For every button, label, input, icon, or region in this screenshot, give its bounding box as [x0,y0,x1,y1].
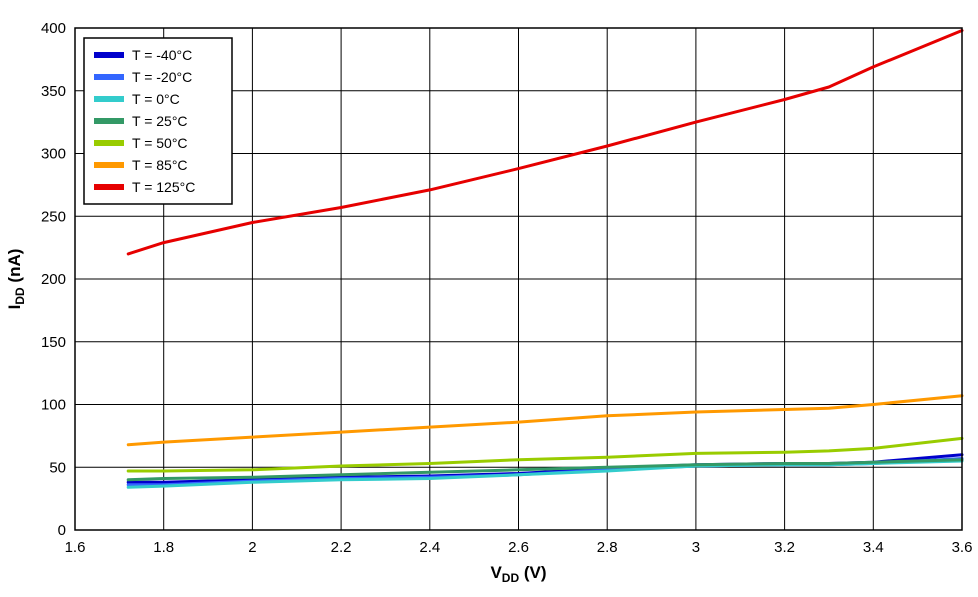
legend-label: T = 25°C [132,113,188,129]
legend-label: T = 85°C [132,157,188,173]
y-tick-label: 300 [41,146,66,163]
x-tick-label: 2 [248,539,256,556]
y-tick-label: 100 [41,397,66,414]
y-tick-label: 50 [49,459,66,476]
x-tick-label: 1.6 [65,539,86,556]
x-tick-label: 2.2 [331,539,352,556]
legend-item: T = 125°C [94,179,195,195]
legend-label: T = 125°C [132,179,195,195]
y-tick-label: 150 [41,334,66,351]
y-tick-label: 0 [58,522,66,539]
y-axis-title: IDD (nA) [5,249,27,310]
series-line-2 [126,459,964,489]
legend-item: T = 25°C [94,113,188,129]
y-tick-label: 200 [41,271,66,288]
x-tick-label: 3.2 [774,539,795,556]
x-tick-label: 2.6 [508,539,529,556]
legend-item: T = 50°C [94,135,188,151]
x-tick-label: 3.4 [863,539,884,556]
x-axis-title: VDD (V) [490,563,546,585]
series-line-5 [126,394,964,447]
series-line-6 [126,29,964,256]
legend-label: T = 50°C [132,135,188,151]
plot-border [74,27,963,531]
y-tick-label: 350 [41,83,66,100]
legend-item: T = 0°C [94,91,180,107]
y-tick-label: 400 [41,20,66,37]
legend-item: T = -40°C [94,47,192,63]
legend-label: T = -40°C [132,47,192,63]
x-tick-label: 2.4 [419,539,440,556]
y-tick-label: 250 [41,208,66,225]
legend: T = -40°C T = -20°C T = 0°C T = 25°C T = 50°… [83,37,233,205]
legend-item: T = 85°C [94,157,188,173]
legend-label: T = 0°C [132,91,180,107]
x-tick-label: 1.8 [153,539,174,556]
x-tick-label: 3 [692,539,700,556]
series-line-4 [126,436,964,473]
x-tick-label: 3.6 [952,539,973,556]
legend-label: T = -20°C [132,69,192,85]
series-line-3 [126,458,964,482]
legend-item: T = -20°C [94,69,192,85]
x-tick-label: 2.8 [597,539,618,556]
